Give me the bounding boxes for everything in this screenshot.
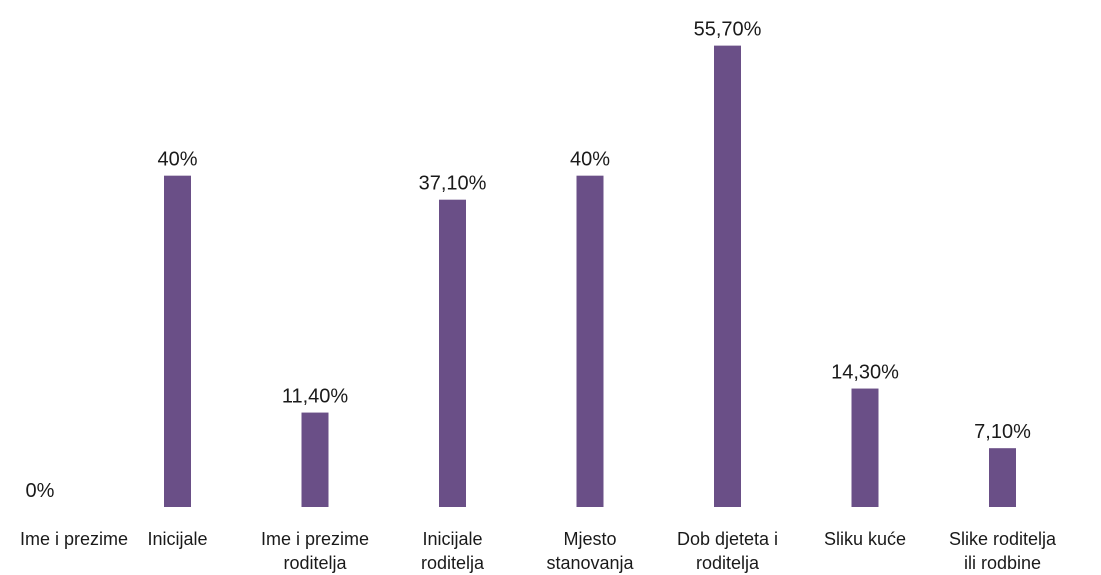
category-label-4: Mjesto stanovanja [546, 529, 634, 573]
category-label-7: Slike roditelja ili rodbine [949, 529, 1057, 573]
bar-2 [301, 412, 329, 507]
category-label-6: Sliku kuće [824, 529, 906, 549]
data-label-0: 0% [26, 480, 55, 502]
data-label-2: 11,40% [282, 386, 349, 408]
category-label-line: Sliku kuće [824, 529, 906, 549]
bar-5 [714, 45, 741, 507]
category-label-line: Slike roditelja [949, 529, 1057, 549]
category-label-2: Ime i prezime roditelja [261, 529, 369, 573]
category-label-line: Ime i prezime [20, 529, 128, 549]
category-label-line: roditelja [696, 553, 760, 573]
category-label-line: roditelja [421, 553, 485, 573]
data-label-3: 37,10% [419, 173, 487, 195]
data-label-4: 40% [570, 149, 610, 171]
bar-1 [164, 175, 191, 507]
category-label-line: Inicijale [422, 529, 482, 549]
category-label-line: Mjesto [563, 529, 616, 549]
data-label-6: 14,30% [831, 362, 899, 384]
category-label-line: Ime i prezime [261, 529, 369, 549]
data-label-7: 7,10% [974, 421, 1031, 443]
category-label-line: roditelja [283, 553, 347, 573]
category-label-1: Inicijale [147, 529, 207, 549]
bar-3 [439, 199, 466, 507]
category-label-line: Dob djeteta i [677, 529, 778, 549]
category-label-3: Inicijale roditelja [421, 529, 485, 573]
bar-6 [851, 388, 879, 507]
category-label-line: Inicijale [147, 529, 207, 549]
category-label-5: Dob djeteta i roditelja [677, 529, 778, 573]
category-label-line: ili rodbine [964, 553, 1041, 573]
data-label-5: 55,70% [694, 19, 762, 41]
bar-4 [576, 175, 604, 507]
category-label-0: Ime i prezime [20, 529, 128, 549]
category-label-line: stanovanja [546, 553, 634, 573]
data-label-1: 40% [157, 149, 197, 171]
bar-7 [989, 448, 1016, 507]
